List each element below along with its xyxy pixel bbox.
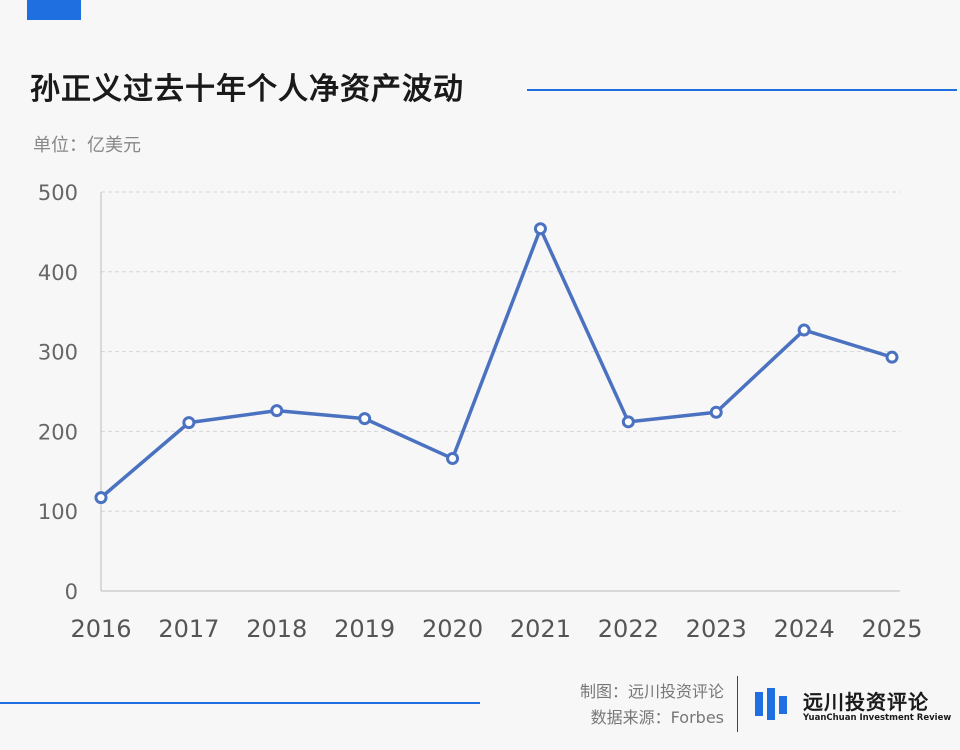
data-point (94, 491, 108, 505)
x-tick-label: 2025 (861, 615, 922, 643)
y-tick-label: 0 (65, 580, 78, 604)
data-point (621, 415, 635, 429)
y-tick-label: 500 (38, 181, 78, 205)
y-tick-label: 300 (38, 341, 78, 365)
x-tick-label: 2019 (334, 615, 395, 643)
data-point (709, 405, 723, 419)
unit-label: 单位：亿美元 (33, 135, 141, 156)
bottom-rule (0, 702, 480, 704)
x-tick-label: 2016 (70, 615, 131, 643)
x-tick-label: 2020 (422, 615, 483, 643)
source-text: 数据来源：Forbes (590, 708, 724, 727)
x-tick-label: 2021 (510, 615, 571, 643)
data-point (797, 323, 811, 337)
x-tick-label: 2017 (158, 615, 219, 643)
x-tick-label: 2023 (686, 615, 747, 643)
credits: 制图：远川投资评论 数据来源：Forbes (580, 679, 724, 731)
data-point (270, 404, 284, 418)
data-point (446, 452, 460, 466)
x-tick-label: 2022 (598, 615, 659, 643)
title-rule (527, 89, 957, 91)
data-point (182, 416, 196, 430)
footer-divider (737, 676, 738, 732)
y-tick-label: 200 (38, 420, 78, 444)
x-tick-label: 2018 (246, 615, 307, 643)
data-point (533, 222, 547, 236)
logo-bars-icon (755, 688, 787, 720)
series-line (99, 226, 893, 499)
logo-name-en: YuanChuan Investment Review (803, 713, 952, 723)
y-tick-label: 100 (38, 500, 78, 524)
line-chart: 0 100 200 300 400 500 2016 2017 2018 2019 2020 2021… (38, 181, 923, 643)
logo-name-cn: 远川投资评论 (803, 690, 929, 714)
chart-title: 孙正义过去十年个人净资产波动 (30, 72, 464, 107)
top-accent-tab (27, 0, 81, 20)
maker-text: 制图：远川投资评论 (579, 682, 724, 701)
y-tick-label: 400 (38, 261, 78, 285)
data-point (358, 412, 372, 426)
data-point (885, 350, 899, 364)
x-tick-label: 2024 (774, 615, 835, 643)
